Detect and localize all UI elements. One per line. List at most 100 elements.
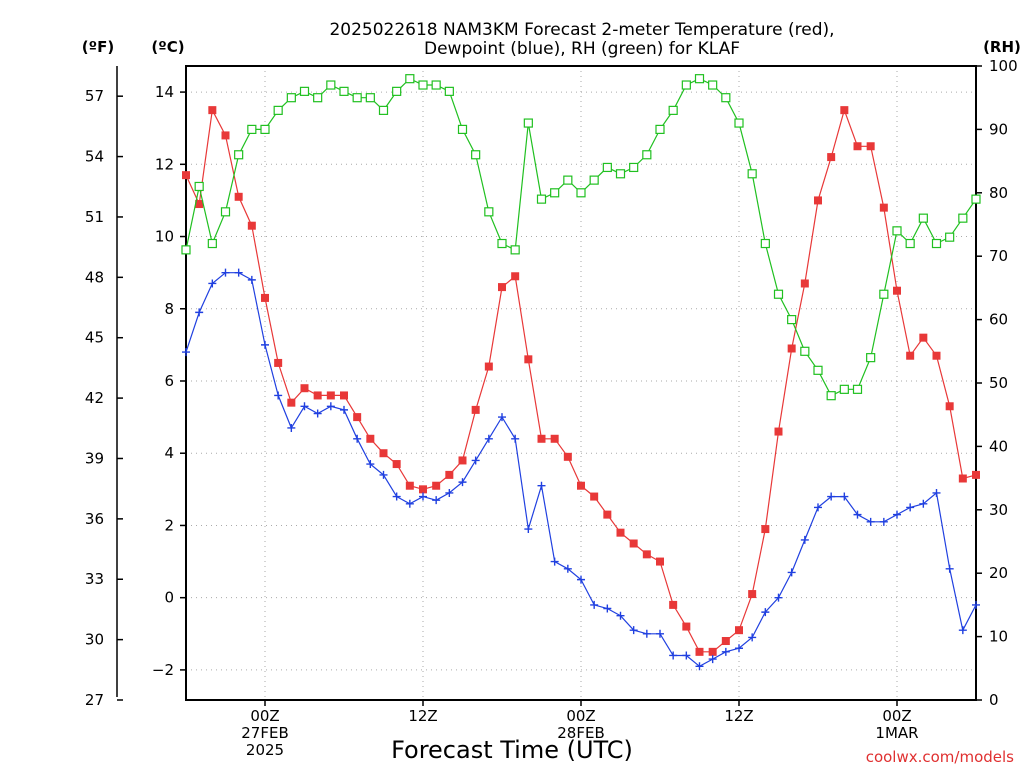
temperature-point-49: [827, 153, 836, 162]
rh-point-0: [181, 245, 191, 255]
rh-point-18: [418, 80, 428, 90]
dewpoint-point-48: [814, 503, 822, 512]
dewpoint-point-54: [893, 510, 901, 519]
dewpoint-point-15: [379, 470, 388, 479]
temperature-point-50: [840, 106, 849, 115]
rh-tick-label-8: 80: [989, 184, 1008, 202]
rh-point-34: [629, 162, 639, 173]
temperature-point-14: [366, 434, 375, 443]
dewpoint-point-36: [656, 629, 664, 638]
fahrenheit-tick-label-2: 33: [85, 570, 104, 588]
rh-tick-label-4: 40: [989, 437, 1008, 455]
rh-tick-label-1: 10: [989, 628, 1008, 646]
dewpoint-point-16: [392, 492, 401, 501]
dewpoint-point-18: [419, 492, 427, 501]
rh-point-9: [299, 86, 310, 96]
temperature-point-4: [234, 192, 243, 201]
rh-tick-label-7: 70: [989, 247, 1008, 265]
dewpoint-point-21: [458, 478, 467, 487]
dewpoint-point-5: [247, 275, 256, 284]
rh-point-14: [365, 93, 375, 103]
chart-title-line-1: 2025022618 NAM3KM Forecast 2-meter Tempe…: [329, 20, 834, 40]
rh-point-19: [431, 80, 441, 90]
rh-point-32: [602, 162, 612, 173]
dewpoint-point-45: [774, 593, 783, 602]
axis-ticks: −2 0 2 4 6 8 10 12 14 27 30 33 36 39 42 45 48 51 54 57 0 10 20…: [85, 57, 1018, 759]
temperature-point-31: [590, 492, 599, 501]
celsius-tick-label-7: 12: [155, 155, 174, 173]
temperature-point-18: [419, 485, 427, 494]
dewpoint-point-37: [669, 651, 678, 660]
credit-text: coolwx.com/models: [866, 748, 1014, 766]
temperature-point-13: [353, 413, 362, 422]
rh-point-7: [273, 105, 283, 115]
dewpoint-point-58: [945, 564, 954, 573]
temperature-point-30: [577, 481, 585, 490]
rh-point-3: [220, 207, 231, 217]
rh-point-57: [931, 238, 942, 249]
rh-point-42: [734, 118, 744, 128]
dewpoint-point-34: [629, 626, 638, 635]
fahrenheit-tick-label-7: 48: [85, 268, 104, 286]
temperature-point-42: [735, 626, 743, 635]
temperature-point-56: [919, 333, 928, 342]
dewpoint-point-20: [445, 488, 454, 497]
dewpoint-point-14: [366, 460, 375, 469]
temperature-point-7: [274, 358, 283, 367]
temperature-point-12: [340, 391, 348, 400]
dewpoint-point-53: [879, 517, 888, 526]
rh-point-15: [378, 105, 389, 115]
rh-point-54: [892, 226, 902, 236]
dewpoint-point-50: [840, 492, 849, 501]
rh-point-17: [405, 74, 415, 84]
rh-point-26: [523, 118, 533, 128]
dewpoint-point-26: [524, 525, 533, 534]
temperature-point-10: [313, 391, 322, 400]
dewpoint-point-22: [471, 456, 480, 465]
fahrenheit-tick-label-1: 30: [85, 631, 104, 649]
rh-point-23: [484, 207, 494, 217]
rh-point-51: [852, 384, 863, 394]
celsius-tick-label-8: 14: [155, 83, 174, 101]
rh-point-48: [813, 365, 823, 375]
temperature-point-23: [484, 362, 493, 371]
temperature-point-33: [616, 528, 625, 537]
rh-point-5: [247, 124, 257, 135]
temperature-point-26: [524, 355, 533, 364]
dewpoint-point-10: [313, 409, 322, 418]
dewpoint-point-13: [353, 434, 362, 443]
rh-point-1: [194, 181, 204, 192]
rh-point-11: [326, 80, 336, 90]
rh-point-29: [563, 175, 573, 185]
dewpoint-point-27: [537, 481, 546, 490]
dewpoint-point-40: [708, 655, 717, 664]
dewpoint-point-59: [958, 626, 967, 635]
temperature-point-0: [182, 171, 190, 180]
temperature-point-48: [814, 196, 822, 205]
rh-tick-label-2: 20: [989, 564, 1008, 582]
dewpoint-point-25: [511, 434, 520, 443]
rh-tick-label-0: 0: [989, 691, 999, 709]
dewpoint-point-39: [695, 662, 704, 671]
rh-tick-label-3: 30: [989, 501, 1008, 519]
rh-point-60: [971, 194, 981, 204]
dewpoint-point-12: [340, 405, 348, 414]
rh-point-59: [958, 213, 968, 223]
temperature-point-19: [432, 481, 441, 490]
x-axis-title: Forecast Time (UTC): [391, 736, 633, 764]
rh-point-25: [510, 245, 520, 255]
fahrenheit-tick-label-5: 42: [85, 389, 104, 407]
rh-point-47: [800, 346, 810, 356]
celsius-tick-label-1: 0: [164, 589, 174, 607]
rh-point-24: [497, 238, 507, 249]
dewpoint-point-42: [735, 644, 743, 653]
rh-point-56: [918, 213, 928, 223]
rh-point-50: [839, 384, 849, 394]
dewpoint-point-47: [800, 535, 809, 544]
temperature-point-37: [669, 600, 678, 609]
x-tick-label-0-2: 2025: [246, 741, 284, 759]
dewpoint-point-23: [484, 434, 493, 443]
rh-unit-label: (RH): [983, 38, 1021, 56]
celsius-tick-label-5: 8: [164, 300, 174, 318]
